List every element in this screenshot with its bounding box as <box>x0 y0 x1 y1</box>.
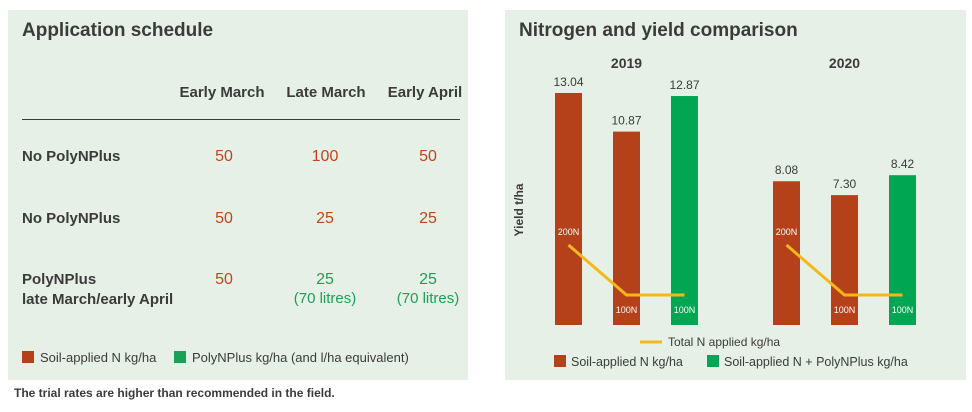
schedule-title: Application schedule <box>22 20 214 41</box>
cell-subvalue: (70 litres) <box>396 290 460 307</box>
legend-item-soil: Soil-applied N kg/ha <box>22 350 156 365</box>
total-n-line-2020 <box>785 243 903 297</box>
schedule-legend: Soil-applied N kg/ha PolyNPlus kg/ha (an… <box>22 350 423 365</box>
bar-2020-1 <box>831 195 858 325</box>
bar-n-label: 100N <box>674 305 696 315</box>
application-schedule-panel: Application schedule Early March Late Ma… <box>8 10 468 380</box>
bar-value-label: 7.30 <box>833 177 857 191</box>
header-divider <box>22 119 460 120</box>
legend-label: PolyNPlus kg/ha (and l/ha equivalent) <box>191 350 409 365</box>
bar-value-label: 12.87 <box>669 78 699 92</box>
row-label: No PolyNPlus <box>22 210 121 227</box>
table-cell: 25 <box>316 210 334 227</box>
legend-line-label: Total N applied kg/ha <box>668 335 780 349</box>
nitrogen-yield-chart-panel: Nitrogen and yield comparison Yield t/ha… <box>505 10 966 380</box>
row-label-line-2: late March/early April <box>22 291 174 308</box>
group-label-2020: 2020 <box>829 55 860 71</box>
table-cell: 25 (70 litres) <box>378 270 478 308</box>
bar-n-label: 100N <box>616 305 638 315</box>
legend-poly-swatch <box>707 355 719 367</box>
legend-swatch <box>173 351 186 363</box>
cell-value: 25 <box>419 271 437 288</box>
bar-2019-1 <box>613 131 640 325</box>
bar-2019-2 <box>671 96 698 325</box>
group-label-2019: 2019 <box>611 55 642 71</box>
bar-value-label: 8.42 <box>891 157 915 171</box>
bar-2019-0 <box>555 93 582 325</box>
chart-canvas: Yield t/ha 13.04 10.87 12.87 2019 200N 100N 100… <box>512 55 916 369</box>
bar-n-label: 100N <box>892 305 914 315</box>
legend-soil-swatch <box>554 355 566 367</box>
legend-item-poly: PolyNPlus kg/ha (and l/ha equivalent) <box>173 350 409 365</box>
table-cell: 50 <box>215 148 233 165</box>
bar-n-label: 200N <box>558 227 580 237</box>
row-label: No PolyNPlus <box>22 148 121 165</box>
bar-value-label: 13.04 <box>553 75 583 89</box>
legend-swatch <box>22 351 34 363</box>
table-cell: 25 (70 litres) <box>275 270 375 308</box>
table-cell: 25 <box>419 210 437 227</box>
cell-subvalue: (70 litres) <box>293 290 357 307</box>
bar-n-label: 100N <box>834 305 856 315</box>
y-axis-label: Yield t/ha <box>512 183 526 236</box>
chart-title: Nitrogen and yield comparison <box>519 20 798 41</box>
bar-value-label: 10.87 <box>611 114 641 128</box>
row-label-line-1: PolyNPlus <box>22 271 97 288</box>
table-cell: 50 <box>215 210 233 227</box>
footnote: The trial rates are higher than recommen… <box>14 386 335 400</box>
table-cell: 100 <box>311 148 339 165</box>
total-n-line-2019 <box>567 243 685 297</box>
column-header-early-march: Early March <box>179 84 265 101</box>
table-cell: 50 <box>419 148 437 165</box>
legend-label: Soil-applied N kg/ha <box>40 350 157 365</box>
legend-poly-label: Soil-applied N + PolyNPlus kg/ha <box>724 355 908 369</box>
cell-value: 25 <box>316 271 334 288</box>
column-header-late-march: Late March <box>286 84 366 101</box>
bar-value-label: 8.08 <box>775 163 799 177</box>
bar-2020-2 <box>889 175 916 325</box>
table-cell: 50 <box>215 271 233 288</box>
bar-n-label: 200N <box>776 227 798 237</box>
column-header-early-april: Early April <box>387 84 463 101</box>
legend-soil-label: Soil-applied N kg/ha <box>571 355 683 369</box>
